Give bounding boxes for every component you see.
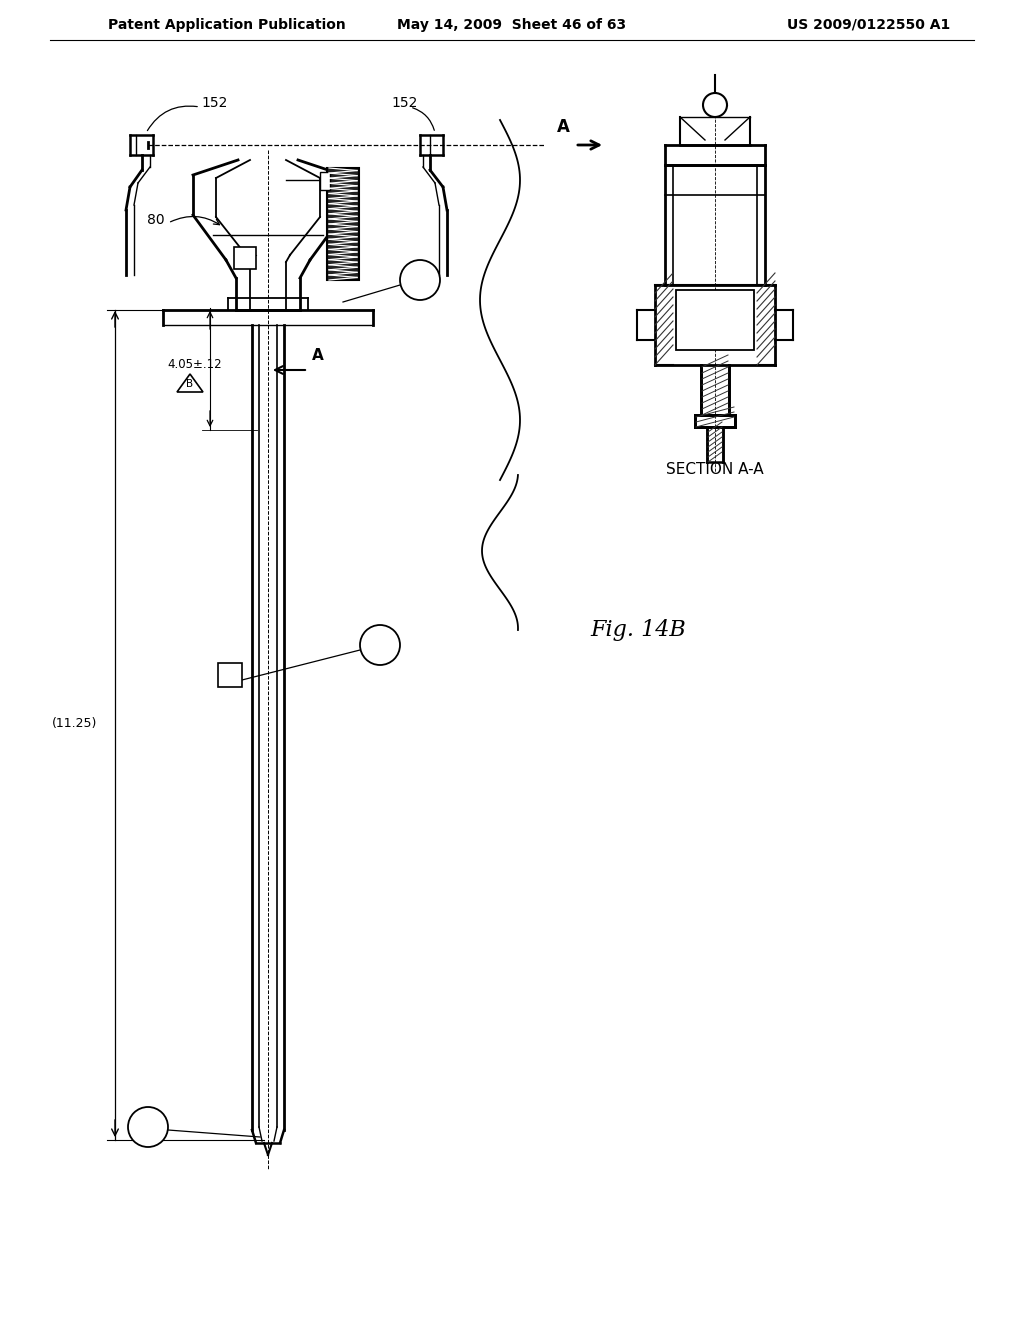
Text: May 14, 2009  Sheet 46 of 63: May 14, 2009 Sheet 46 of 63 <box>397 18 627 32</box>
Text: 3: 3 <box>375 638 385 652</box>
Text: 152: 152 <box>202 96 228 110</box>
Circle shape <box>128 1107 168 1147</box>
Bar <box>319 172 330 190</box>
Text: 80: 80 <box>147 213 165 227</box>
Text: 4.05±.12: 4.05±.12 <box>168 359 222 371</box>
Text: A: A <box>557 117 569 136</box>
Text: 3: 3 <box>226 668 233 681</box>
Circle shape <box>360 624 400 665</box>
Bar <box>218 663 242 686</box>
Text: B: B <box>186 379 194 389</box>
Text: 7: 7 <box>415 272 425 288</box>
Bar <box>676 290 754 350</box>
Circle shape <box>703 92 727 117</box>
Text: US 2009/0122550 A1: US 2009/0122550 A1 <box>786 18 950 32</box>
Circle shape <box>400 260 440 300</box>
Text: A: A <box>312 347 324 363</box>
Bar <box>327 168 359 280</box>
Text: SECTION A-A: SECTION A-A <box>667 462 764 478</box>
Bar <box>234 247 256 269</box>
Text: 4: 4 <box>143 1119 153 1134</box>
Text: Patent Application Publication: Patent Application Publication <box>108 18 346 32</box>
Text: Fig. 14B: Fig. 14B <box>590 619 686 642</box>
Text: 152: 152 <box>392 96 418 110</box>
Text: (11.25): (11.25) <box>52 717 97 730</box>
